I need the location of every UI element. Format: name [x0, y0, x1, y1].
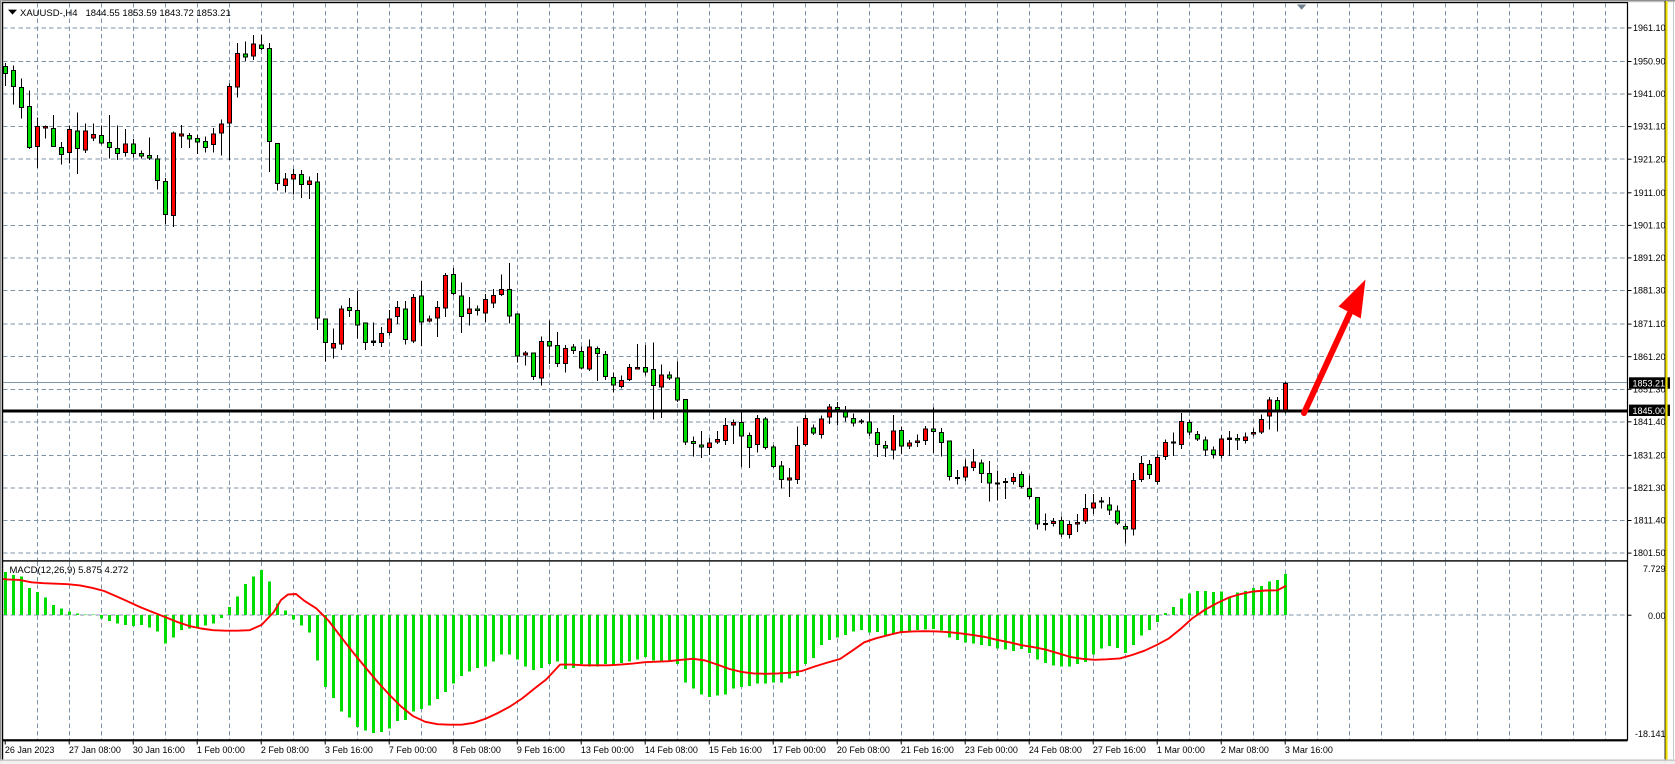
- svg-text:1831.20: 1831.20: [1633, 451, 1666, 461]
- svg-text:7 Feb 00:00: 7 Feb 00:00: [389, 745, 437, 755]
- svg-text:3 Feb 16:00: 3 Feb 16:00: [325, 745, 373, 755]
- svg-text:2 Mar 08:00: 2 Mar 08:00: [1221, 745, 1269, 755]
- svg-text:3 Mar 16:00: 3 Mar 16:00: [1285, 745, 1333, 755]
- svg-text:23 Feb 00:00: 23 Feb 00:00: [965, 745, 1018, 755]
- svg-text:0.00: 0.00: [1648, 611, 1666, 621]
- svg-text:27 Jan 08:00: 27 Jan 08:00: [69, 745, 121, 755]
- svg-text:1961.10: 1961.10: [1633, 23, 1666, 33]
- svg-text:1841.40: 1841.40: [1633, 417, 1666, 427]
- svg-text:1845.00: 1845.00: [1632, 406, 1665, 416]
- svg-text:1871.10: 1871.10: [1633, 319, 1666, 329]
- svg-text:7.729: 7.729: [1643, 564, 1666, 574]
- svg-text:1861.20: 1861.20: [1633, 352, 1666, 362]
- svg-text:26 Jan 2023: 26 Jan 2023: [5, 745, 55, 755]
- svg-text:1881.30: 1881.30: [1633, 286, 1666, 296]
- svg-text:13 Feb 00:00: 13 Feb 00:00: [581, 745, 634, 755]
- svg-text:2 Feb 08:00: 2 Feb 08:00: [261, 745, 309, 755]
- svg-text:1801.50: 1801.50: [1633, 548, 1666, 558]
- svg-text:1 Mar 00:00: 1 Mar 00:00: [1157, 745, 1205, 755]
- svg-text:1851.30: 1851.30: [1633, 384, 1666, 394]
- svg-text:1811.40: 1811.40: [1634, 516, 1666, 526]
- svg-text:MACD(12,26,9) 5.875 4.272: MACD(12,26,9) 5.875 4.272: [10, 565, 129, 576]
- svg-text:21 Feb 16:00: 21 Feb 16:00: [901, 745, 954, 755]
- svg-text:1911.00: 1911.00: [1634, 188, 1666, 198]
- svg-text:24 Feb 08:00: 24 Feb 08:00: [1029, 745, 1082, 755]
- svg-text:1931.10: 1931.10: [1633, 122, 1666, 132]
- svg-text:XAUUSD-,H4 1844.55 1853.59 1: XAUUSD-,H4 1844.55 1853.59 1843.72 1853.…: [20, 8, 231, 19]
- svg-text:9 Feb 16:00: 9 Feb 16:00: [517, 745, 565, 755]
- svg-text:1853.21: 1853.21: [1632, 379, 1665, 389]
- svg-text:1821.30: 1821.30: [1633, 483, 1666, 493]
- svg-text:1941.00: 1941.00: [1633, 89, 1666, 99]
- svg-text:17 Feb 00:00: 17 Feb 00:00: [773, 745, 826, 755]
- svg-text:30 Jan 16:00: 30 Jan 16:00: [133, 745, 185, 755]
- svg-text:1950.90: 1950.90: [1633, 57, 1666, 67]
- svg-text:20 Feb 08:00: 20 Feb 08:00: [837, 745, 890, 755]
- svg-text:1901.10: 1901.10: [1633, 221, 1666, 231]
- svg-text:-18.141: -18.141: [1635, 729, 1666, 739]
- svg-text:1891.20: 1891.20: [1633, 253, 1666, 263]
- svg-text:14 Feb 08:00: 14 Feb 08:00: [645, 745, 698, 755]
- svg-text:15 Feb 16:00: 15 Feb 16:00: [709, 745, 762, 755]
- svg-text:1 Feb 00:00: 1 Feb 00:00: [197, 745, 245, 755]
- svg-text:1921.20: 1921.20: [1633, 154, 1666, 164]
- svg-text:27 Feb 16:00: 27 Feb 16:00: [1093, 745, 1146, 755]
- svg-text:8 Feb 08:00: 8 Feb 08:00: [453, 745, 501, 755]
